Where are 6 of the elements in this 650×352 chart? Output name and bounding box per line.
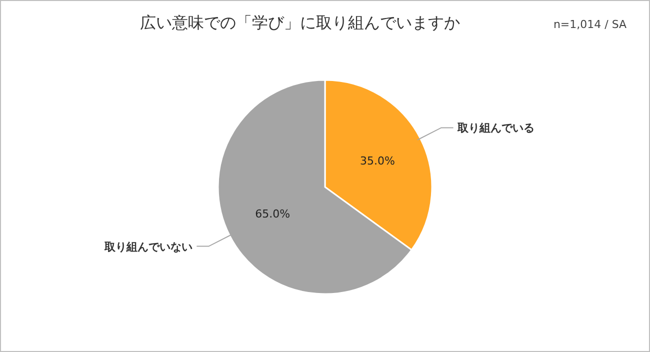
data-label: 35.0% — [360, 154, 395, 168]
chart-title: 広い意味での「学び」に取り組んでいますか — [140, 13, 460, 32]
data-label: 65.0% — [255, 208, 290, 221]
slice-label: 取り組んでいない — [104, 240, 193, 254]
slice-label: 取り組んでいる — [456, 122, 534, 135]
text: n=1,014 / SA — [553, 18, 628, 31]
